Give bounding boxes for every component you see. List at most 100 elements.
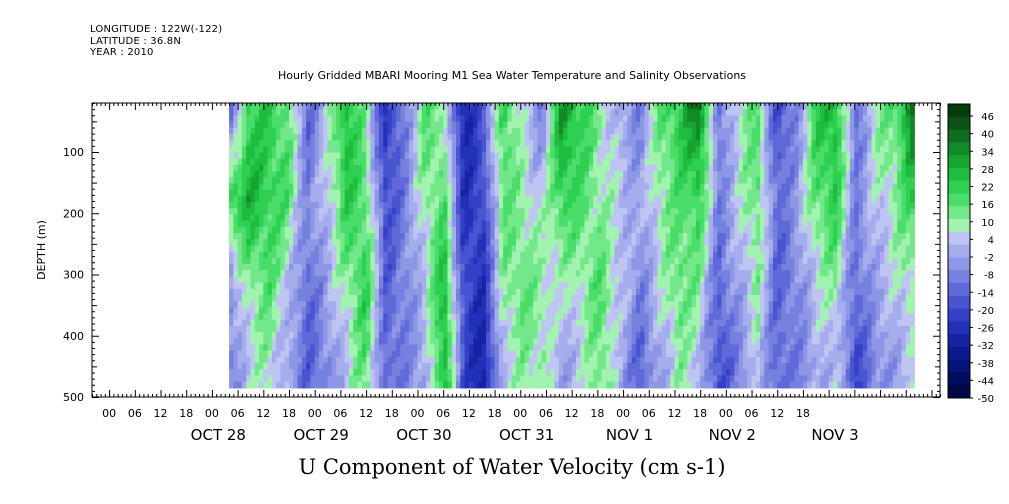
- heatmap-cell: [605, 307, 611, 315]
- heatmap-cell: [516, 121, 521, 129]
- heatmap-cell: [648, 208, 654, 216]
- heatmap-cell: [318, 115, 324, 123]
- heatmap-cell: [537, 344, 543, 352]
- heatmap-cell: [678, 220, 684, 228]
- heatmap-cell: [361, 301, 367, 308]
- heatmap-cell: [451, 294, 457, 302]
- heatmap-cell: [426, 338, 431, 346]
- heatmap-cell: [344, 121, 350, 129]
- heatmap-cell: [366, 257, 371, 265]
- heatmap-cell: [280, 332, 286, 339]
- heatmap-cell: [550, 381, 556, 389]
- heatmap-cell: [348, 356, 354, 364]
- heatmap-cell: [520, 288, 526, 296]
- heatmap-cell: [267, 177, 273, 185]
- heatmap-cell: [353, 121, 359, 129]
- heatmap-cell: [498, 115, 504, 123]
- heatmap-cell: [417, 288, 423, 296]
- heatmap-cell: [387, 332, 393, 339]
- heatmap-cell: [520, 332, 526, 339]
- heatmap-cell: [447, 363, 453, 370]
- heatmap-cell: [687, 356, 693, 364]
- heatmap-cell: [378, 127, 384, 135]
- heatmap-cell: [417, 325, 423, 333]
- heatmap-cell: [289, 332, 294, 339]
- heatmap-cell: [657, 294, 663, 302]
- heatmap-cell: [289, 127, 294, 135]
- heatmap-cell: [366, 282, 371, 290]
- heatmap-cell: [558, 164, 564, 172]
- heatmap-cell: [259, 276, 264, 284]
- heatmap-cell: [601, 332, 607, 339]
- heatmap-cell: [610, 226, 616, 234]
- heatmap-cell: [413, 121, 419, 129]
- heatmap-cell: [537, 233, 543, 240]
- heatmap-cell: [571, 344, 577, 352]
- heatmap-cell: [520, 171, 526, 178]
- heatmap-cell: [267, 245, 273, 253]
- heatmap-cell: [348, 177, 354, 185]
- heatmap-cell: [614, 177, 620, 185]
- heatmap-cell: [687, 183, 693, 191]
- heatmap-cell: [524, 350, 530, 358]
- heatmap-cell: [413, 338, 419, 346]
- heatmap-cell: [683, 282, 688, 290]
- heatmap-cell: [554, 257, 560, 265]
- heatmap-cell: [250, 257, 256, 265]
- heatmap-cell: [284, 202, 290, 209]
- heatmap-cell: [344, 239, 350, 246]
- heatmap-cell: [477, 152, 483, 160]
- heatmap-cell: [451, 202, 457, 209]
- heatmap-cell: [524, 375, 530, 383]
- heatmap-cell: [674, 109, 680, 116]
- heatmap-cell: [528, 146, 534, 154]
- heatmap-cell: [498, 363, 504, 370]
- heatmap-cell: [541, 381, 547, 389]
- heatmap-cell: [460, 158, 466, 166]
- heatmap-cell: [528, 220, 534, 228]
- heatmap-cell: [421, 282, 427, 290]
- heatmap-cell: [541, 189, 547, 197]
- heatmap-cell: [451, 214, 457, 222]
- heatmap-cell: [554, 245, 560, 253]
- heatmap-cell: [297, 375, 303, 383]
- heatmap-cell: [468, 208, 474, 216]
- heatmap-cell: [623, 171, 628, 178]
- heatmap-cell: [259, 140, 264, 147]
- heatmap-cell: [293, 276, 299, 284]
- heatmap-cell: [683, 245, 688, 253]
- heatmap-cell: [614, 171, 620, 178]
- heatmap-cell: [541, 338, 547, 346]
- heatmap-cell: [413, 319, 419, 327]
- heatmap-cell: [318, 251, 324, 259]
- heatmap-cell: [361, 121, 367, 129]
- heatmap-cell: [468, 307, 474, 315]
- heatmap-cell: [498, 251, 504, 259]
- heatmap-cell: [396, 270, 401, 277]
- heatmap-cell: [280, 133, 286, 141]
- heatmap-cell: [486, 115, 491, 123]
- heatmap-cell: [280, 127, 286, 135]
- heatmap-cell: [443, 226, 449, 234]
- heatmap-cell: [447, 325, 453, 333]
- heatmap-cell: [434, 115, 440, 123]
- heatmap-cell: [468, 152, 474, 160]
- heatmap-cell: [593, 276, 598, 284]
- heatmap-cell: [263, 171, 269, 178]
- heatmap-cell: [511, 146, 517, 154]
- heatmap-cell: [473, 177, 479, 185]
- heatmap-cell: [614, 202, 620, 209]
- heatmap-cell: [588, 183, 594, 191]
- heatmap-cell: [511, 121, 517, 129]
- heatmap-cell: [473, 183, 479, 191]
- heatmap-cell: [246, 158, 252, 166]
- heatmap-cell: [593, 239, 598, 246]
- heatmap-cell: [640, 158, 646, 166]
- heatmap-cell: [306, 195, 312, 203]
- heatmap-cell: [614, 276, 620, 284]
- heatmap-cell: [391, 356, 397, 364]
- heatmap-cell: [443, 115, 449, 123]
- heatmap-cell: [503, 325, 509, 333]
- heatmap-cell: [661, 208, 667, 216]
- heatmap-cell: [413, 263, 419, 271]
